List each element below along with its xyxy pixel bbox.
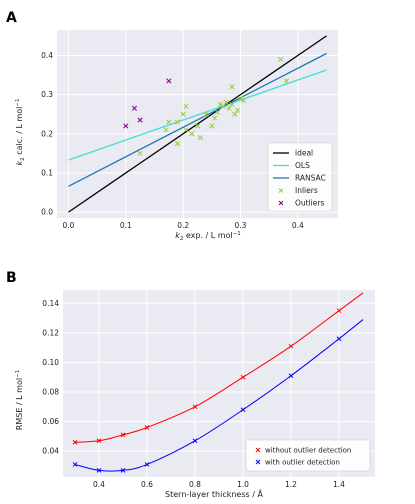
panel-a-letter: A (6, 10, 17, 26)
chart-a-point-inliers (174, 141, 180, 147)
chart-a-point-outliers (166, 78, 172, 84)
chart-a-x-tick-label: 0.2 (177, 221, 189, 230)
chart-a-point-outliers (131, 105, 137, 111)
chart-b: 0.4 0.6 0.8 1.0 1.2 1.4 0.04 0.06 0.08 0.10 0.12 0.… (42, 290, 375, 489)
chart-a-point-inliers (197, 135, 203, 141)
chart-a-point-inliers (163, 127, 169, 133)
chart-a-x-tick-label: 0.3 (235, 221, 247, 230)
chart-a-point-inliers (212, 115, 218, 121)
chart-b-point-without-outlier (144, 425, 150, 430)
chart-a-y-tick-label: 0.1 (41, 169, 53, 178)
chart-a-point-inliers (215, 109, 221, 115)
chart-a-point-inliers (174, 119, 180, 125)
chart-b-point-with-outlier (120, 467, 126, 473)
chart-a-legend: ideal OLS RANSAC Inliers Outliers (267, 142, 333, 212)
chart-a-point-inliers (223, 99, 229, 106)
chart-a-point-outliers (137, 117, 143, 123)
chart-a-xlabel: k2 exp. / L mol−1 (175, 231, 241, 242)
chart-a-point-inliers (189, 131, 195, 137)
chart-a-legend-label: OLS (295, 161, 310, 170)
chart-a-y-tick-label: 0.2 (41, 129, 53, 138)
chart-b-legend: without outlier detection with outlier de… (245, 439, 371, 472)
chart-b-xlabel: Stern-layer thickness / Å (165, 488, 263, 499)
chart-a-point-inliers (183, 103, 189, 109)
chart-a-point-inliers (183, 127, 189, 133)
chart-a-point-inliers (209, 123, 215, 129)
chart-a-point-inliers (194, 123, 201, 129)
chart-a-point-inliers (229, 101, 235, 107)
chart-a-point-inliers (220, 103, 226, 109)
chart-b-legend-label: without outlier detection (265, 447, 351, 455)
chart-b-y-tick-label: 0.04 (42, 447, 59, 456)
chart-b-x-tick-label: 0.4 (93, 480, 105, 489)
chart-b-x-tick-label: 1.2 (285, 480, 297, 489)
chart-b-point-without-outlier (288, 343, 294, 349)
chart-b-point-with-outlier (72, 462, 78, 467)
chart-a-y-tick-label: 0.3 (41, 90, 53, 99)
chart-b-point-without-outlier (192, 404, 198, 410)
chart-a-point-inliers (235, 107, 241, 113)
chart-a-point-inliers (240, 97, 246, 104)
chart-a-point-inliers (217, 101, 223, 107)
chart-a-line-ols (68, 69, 327, 161)
chart-a-x-tick-label: 0.0 (63, 221, 75, 230)
chart-a: 0.0 0.1 0.2 0.3 0.4 0.0 0.1 0.2 0.3 0.4 ideal OLS RA… (41, 30, 338, 230)
chart-a-point-inliers (232, 111, 238, 117)
chart-a-point-inliers (237, 95, 244, 102)
chart-b-legend-swatch (255, 447, 261, 453)
chart-a-legend-swatch (278, 200, 284, 206)
chart-b-point-with-outlier (288, 373, 294, 379)
chart-b-point-with-outlier (336, 336, 342, 342)
chart-b-point-without-outlier (120, 432, 126, 438)
chart-b-y-tick-label: 0.10 (42, 358, 59, 367)
chart-a-y-tick-label: 0.0 (41, 208, 53, 217)
chart-a-point-inliers (180, 111, 186, 117)
chart-a-line-ransac (68, 52, 327, 187)
chart-a-x-tick-label: 0.1 (120, 221, 132, 230)
chart-a-legend-label: Outliers (295, 199, 324, 208)
chart-a-legend-label: ideal (295, 149, 313, 158)
chart-b-y-tick-label: 0.06 (42, 417, 59, 426)
chart-a-point-outliers (123, 123, 129, 129)
chart-b-ylabel: RMSE / L mol−1 (15, 370, 24, 430)
chart-a-point-inliers (226, 105, 232, 111)
chart-b-point-without-outlier (336, 308, 342, 314)
chart-b-point-with-outlier (192, 438, 198, 444)
chart-a-point-inliers (137, 150, 143, 156)
chart-b-point-without-outlier (96, 438, 102, 444)
chart-a-point-inliers (278, 56, 284, 62)
chart-a-legend-label: Inliers (295, 186, 318, 195)
chart-a-point-inliers (203, 111, 209, 117)
chart-a-legend-label: RANSAC (295, 174, 326, 183)
chart-b-x-tick-label: 0.8 (189, 480, 201, 489)
chart-a-ylabel: k2 calc. / L mol−1 (15, 99, 26, 166)
chart-b-y-tick-label: 0.08 (42, 388, 59, 397)
chart-b-y-tick-label: 0.12 (42, 328, 59, 337)
chart-b-x-tick-label: 0.6 (141, 480, 153, 489)
chart-a-line-ideal (68, 35, 327, 213)
chart-b-point-without-outlier (240, 374, 246, 380)
chart-b-legend-label: with outlier detection (265, 459, 340, 467)
chart-a-point-inliers (229, 84, 235, 90)
chart-b-point-with-outlier (96, 467, 102, 473)
chart-a-legend-swatch (278, 188, 284, 193)
chart-b-x-tick-label: 1.0 (237, 480, 249, 489)
chart-b-point-with-outlier (240, 407, 246, 413)
chart-b-point-with-outlier (144, 462, 150, 467)
chart-b-x-tick-label: 1.4 (333, 480, 345, 489)
chart-b-y-tick-label: 0.14 (42, 299, 59, 308)
panel-b-letter: B (6, 270, 17, 286)
chart-b-legend-swatch (255, 459, 261, 465)
chart-a-x-tick-label: 0.4 (292, 221, 304, 230)
chart-a-y-tick-label: 0.4 (41, 51, 53, 60)
chart-b-point-without-outlier (72, 439, 78, 445)
chart-a-point-inliers (166, 119, 172, 125)
chart-a-point-inliers (283, 78, 289, 84)
